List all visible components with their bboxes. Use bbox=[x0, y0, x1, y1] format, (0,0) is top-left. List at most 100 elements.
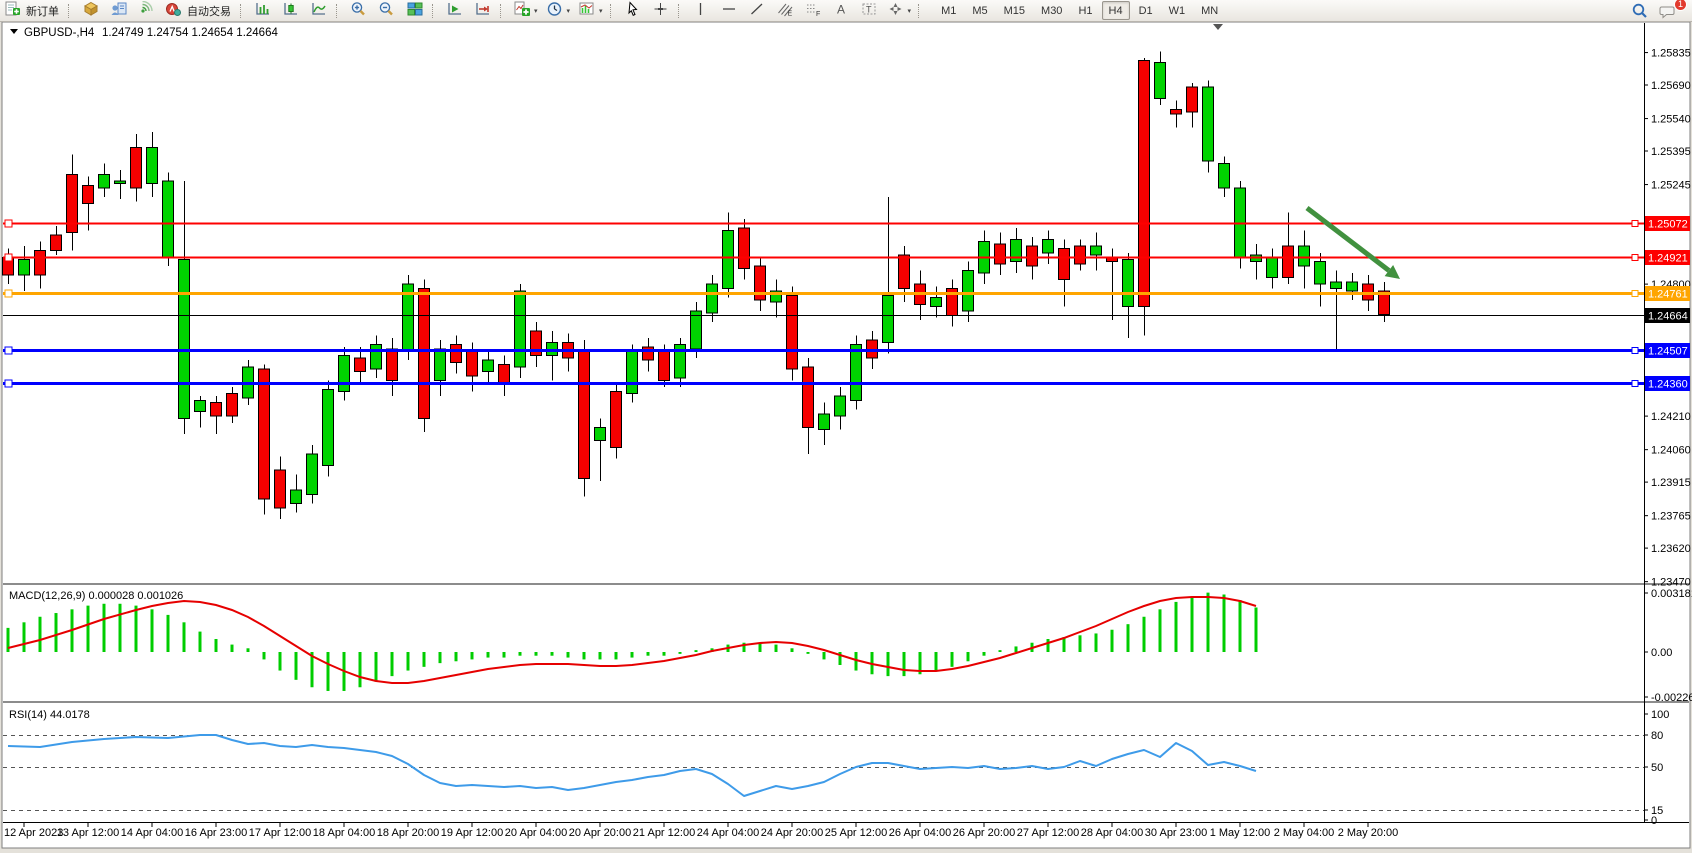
cursor-button[interactable] bbox=[620, 1, 646, 21]
timeframe-button-m30[interactable]: M30 bbox=[1041, 4, 1063, 17]
price-axis-tick: 1.25835 bbox=[1651, 48, 1691, 60]
new-chart-button[interactable]: ▾ bbox=[510, 1, 541, 21]
indicators-icon bbox=[578, 1, 596, 20]
candle-down bbox=[610, 390, 622, 448]
tile-windows-button[interactable] bbox=[402, 1, 428, 21]
timeframe-toolbar: M1 M5 M15 M30 H1 H4 D1 W1 MN bbox=[933, 1, 1226, 20]
timeframe-button-d1[interactable]: D1 bbox=[1138, 4, 1153, 17]
price-axis-tick: 1.23765 bbox=[1651, 511, 1691, 523]
hline-icon bbox=[720, 1, 738, 20]
line-anchor-handle[interactable] bbox=[1631, 254, 1639, 261]
signal-button[interactable] bbox=[134, 0, 160, 21]
toolbar-separator bbox=[918, 3, 924, 18]
zoom-out-button[interactable] bbox=[374, 1, 400, 21]
vline-button[interactable] bbox=[688, 1, 714, 21]
toolbar-separator bbox=[500, 3, 506, 18]
timeframe-button-h1[interactable]: H1 bbox=[1078, 4, 1093, 17]
label-button[interactable]: T bbox=[856, 1, 882, 21]
price-tag bbox=[1645, 250, 1690, 265]
line-anchor-handle[interactable] bbox=[4, 379, 13, 388]
timeframe-button-h4[interactable]: H4 bbox=[1101, 1, 1130, 20]
arrows-icon bbox=[887, 1, 905, 20]
fibo-button[interactable]: F bbox=[800, 1, 826, 21]
arrows-button[interactable]: ▾ bbox=[884, 1, 915, 21]
timeframe-button-w1[interactable]: W1 bbox=[1168, 4, 1186, 17]
candle-up bbox=[514, 290, 526, 368]
chart-bars-button[interactable] bbox=[250, 1, 276, 21]
timeframe-button-m5[interactable]: M5 bbox=[972, 4, 988, 17]
toolbar-right: 1 bbox=[1626, 0, 1692, 21]
channel-icon: E bbox=[776, 1, 794, 20]
cube-icon bbox=[82, 1, 100, 20]
candle-down bbox=[898, 254, 910, 290]
line-anchor-handle[interactable] bbox=[1631, 347, 1639, 354]
dropdown-caret-icon[interactable]: ▾ bbox=[907, 7, 912, 15]
dropdown-caret-icon[interactable]: ▾ bbox=[566, 7, 571, 15]
time-axis-label: 13 Apr 12:00 bbox=[57, 827, 119, 839]
comment-button[interactable]: 1 bbox=[1655, 0, 1687, 21]
cube-button[interactable] bbox=[78, 1, 104, 21]
notification-badge: 1 bbox=[1674, 0, 1687, 11]
clock-icon bbox=[546, 1, 564, 20]
price-tag bbox=[1645, 308, 1690, 323]
macd-signal-line bbox=[7, 596, 1257, 684]
candle-up bbox=[722, 229, 734, 290]
dropdown-caret-icon[interactable]: ▾ bbox=[599, 7, 603, 15]
zoom-in-button[interactable] bbox=[346, 1, 372, 21]
trendline-button[interactable] bbox=[744, 1, 770, 21]
chart-ohlc-values: 1.24749 1.24754 1.24654 1.24664 bbox=[102, 27, 278, 39]
candle-up bbox=[178, 259, 190, 419]
autotrade-label: 自动交易 bbox=[187, 5, 231, 18]
indicators-button[interactable]: ▾ bbox=[575, 1, 606, 21]
time-axis-label: 12 Apr 2023 bbox=[4, 827, 63, 839]
text-icon: A bbox=[832, 1, 850, 20]
chart-shift-marker-icon[interactable] bbox=[1213, 24, 1223, 30]
chart-menu-triangle-icon[interactable] bbox=[10, 29, 18, 34]
step-forward-icon bbox=[446, 1, 464, 20]
dropdown-caret-icon[interactable]: ▾ bbox=[534, 7, 538, 15]
chart-line-button[interactable] bbox=[306, 1, 332, 21]
line-anchor-handle[interactable] bbox=[1631, 290, 1639, 297]
line-anchor-handle[interactable] bbox=[1631, 380, 1639, 387]
step-forward-button[interactable] bbox=[442, 1, 468, 21]
hline-button[interactable] bbox=[716, 1, 742, 21]
line-anchor-handle[interactable] bbox=[4, 219, 13, 228]
candle-up bbox=[146, 147, 158, 184]
timeframe-button-mn[interactable]: MN bbox=[1201, 4, 1219, 17]
line-anchor-handle[interactable] bbox=[4, 346, 13, 355]
chart-candles-button[interactable] bbox=[278, 1, 304, 21]
clock-button[interactable]: ▾ bbox=[543, 1, 574, 21]
rsi-line bbox=[7, 734, 1257, 797]
price-tag-value: 1.25072 bbox=[1648, 219, 1688, 231]
candle-up bbox=[434, 348, 446, 381]
crosshair-button[interactable] bbox=[648, 1, 674, 21]
search-button[interactable] bbox=[1627, 1, 1653, 21]
line-anchor-handle[interactable] bbox=[4, 253, 13, 262]
timeframe-button-m1[interactable]: M1 bbox=[941, 4, 957, 17]
publisher-button[interactable] bbox=[106, 1, 132, 21]
line-anchor-handle[interactable] bbox=[1631, 220, 1639, 227]
candle-up bbox=[770, 290, 782, 303]
channel-button[interactable]: E bbox=[772, 1, 798, 21]
text-button[interactable]: A bbox=[828, 1, 854, 21]
time-axis-label: 26 Apr 04:00 bbox=[889, 827, 951, 839]
zoom-in-icon bbox=[350, 1, 368, 20]
new-chart-icon bbox=[513, 1, 531, 20]
step-end-button[interactable] bbox=[470, 1, 496, 21]
toolbar-buttons: 新订单 自动交易 ▾ ▾ ▾ E F A T ▾ bbox=[0, 0, 927, 21]
price-axis-tick: 1.25690 bbox=[1651, 80, 1691, 92]
autotrade-button[interactable]: 自动交易 bbox=[162, 1, 236, 21]
candle-up bbox=[850, 344, 862, 401]
candle-down bbox=[258, 368, 270, 500]
candle-up bbox=[322, 388, 334, 466]
candle-down bbox=[130, 147, 142, 189]
trend-arrow-annotation[interactable] bbox=[1305, 206, 1391, 273]
time-axis-label: 20 Apr 20:00 bbox=[569, 827, 631, 839]
timeframe-button-m15[interactable]: M15 bbox=[1003, 4, 1026, 17]
candle-down bbox=[1186, 86, 1198, 113]
chart-window-frame bbox=[1, 21, 1691, 849]
new-order-button[interactable]: 新订单 bbox=[1, 1, 64, 21]
line-anchor-handle[interactable] bbox=[4, 289, 13, 298]
candle-up bbox=[834, 395, 846, 417]
